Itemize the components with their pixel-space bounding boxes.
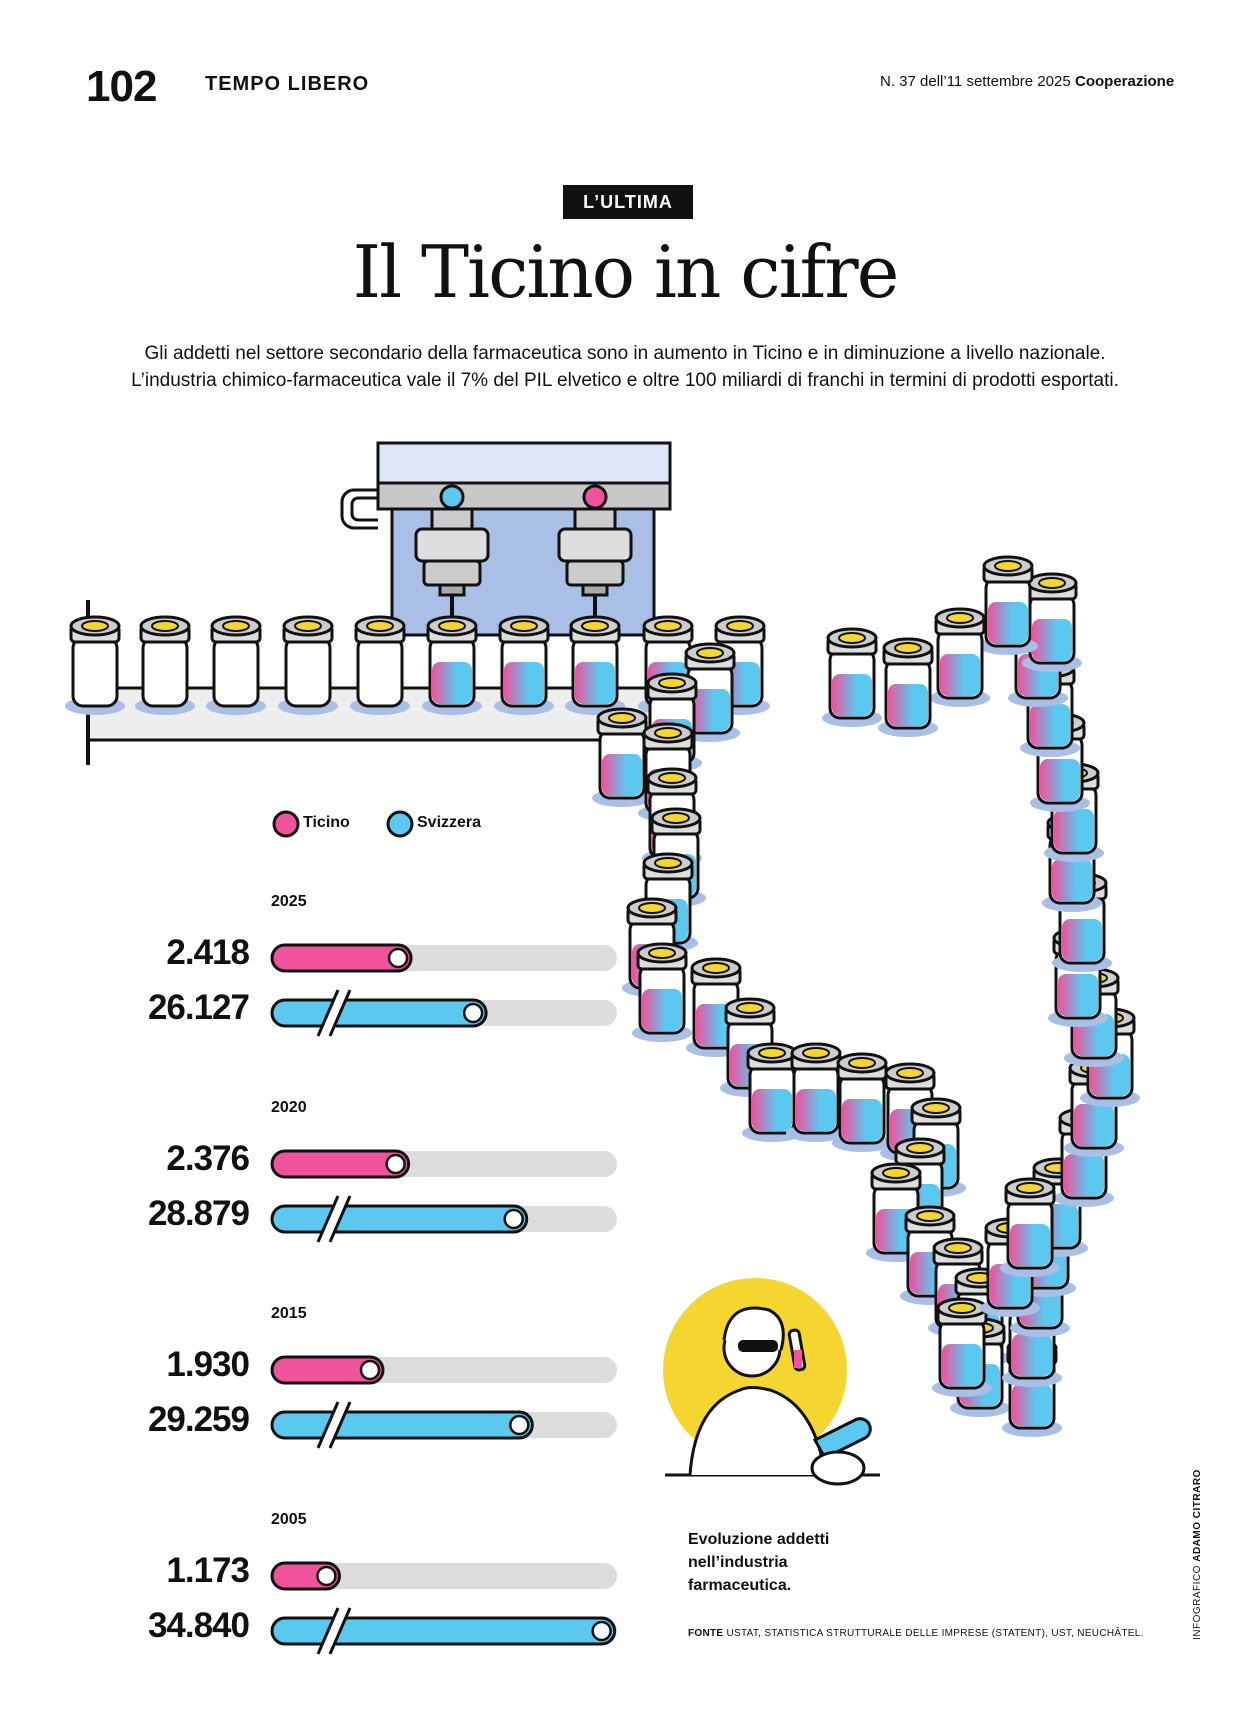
caption-line: Evoluzione addetti [688,1531,830,1548]
legend [272,810,414,838]
svizzera-value-label: 28.879 [147,1194,250,1233]
caption-line: nell’industria [688,1554,788,1571]
issue-date: N. 37 dell’11 settembre 2025 [880,73,1071,90]
credit-label: INFOGRAFICO [1192,1565,1203,1640]
axis-break [318,1402,350,1448]
credit: INFOGRAFICO ADAMO CITRARO [1192,1469,1203,1640]
ticino-bar-knob [385,1153,406,1175]
ticino-map-vials [590,555,1142,1439]
ticino-value-label: 1.930 [166,1345,250,1384]
svizzera-bar-knob [503,1208,524,1230]
svizzera-value-label: 34.840 [147,1606,250,1645]
ticino-value-label: 2.418 [166,933,250,972]
svizzera-value-label: 29.259 [147,1400,250,1439]
svizzera-bar-knob [509,1414,530,1436]
filling-machine [340,441,672,637]
axis-break-line [328,989,352,1037]
publication-name: Cooperazione [1075,73,1175,90]
axis-break [318,990,350,1036]
page-number: 102 [86,62,157,111]
bars-layer [270,943,617,1655]
page-title: Il Ticino in cifre [352,230,900,314]
legend-svizzera-swatch [386,810,414,838]
ticino-bar [270,943,413,973]
legend-ticino-label: Ticino [303,814,350,831]
scientist-illustration [663,1278,880,1486]
ticino-value-label: 1.173 [166,1551,250,1590]
axis-break-line [328,1195,352,1243]
section-title: TEMPO LIBERO [205,73,370,95]
ticino-bar [270,1355,385,1385]
svizzera-bar [270,1204,529,1234]
axis-break [318,1196,350,1242]
source-text: USTAT, STATISTICA STRUTTURALE DELLE IMPR… [726,1628,1144,1639]
ticino-bar-knob [359,1359,381,1381]
svizzera-bar [270,1410,534,1440]
intro-line-2: L’industria chimico-farmaceutica vale il… [131,370,1119,391]
svizzera-bar [270,1616,617,1646]
ticino-bar-knob [387,947,409,969]
year-label: 2015 [271,1305,307,1322]
chart-caption: Evoluzione addetti nell’industria farmac… [688,1528,888,1597]
year-label: 2025 [271,893,307,910]
kicker-badge: L’ULTIMA [563,185,693,219]
year-label: 2005 [271,1511,307,1528]
svizzera-bar-knob [591,1620,612,1642]
source-label: FONTE [688,1628,724,1639]
year-label: 2020 [271,1099,307,1116]
axis-break-line [328,1607,352,1655]
caption-line: farmaceutica. [688,1577,792,1594]
axis-break-line [316,989,340,1037]
intro-text: Gli addetti nel settore secondario della… [60,340,1190,394]
source-note: FONTE USTAT, STATISTICA STRUTTURALE DELL… [688,1628,1144,1639]
axis-break-line [316,1607,340,1655]
axis-break-line [316,1195,340,1243]
ticino-bar-knob [316,1565,337,1587]
axis-break-line [328,1401,352,1449]
ticino-value-label: 2.376 [166,1139,250,1178]
svizzera-bar [270,998,488,1028]
axis-break-line [316,1401,340,1449]
axis-break [318,1608,350,1654]
bar-track [272,1563,617,1589]
svizzera-bar-knob [462,1002,484,1024]
svizzera-value-label: 26.127 [147,988,250,1027]
legend-ticino-swatch [272,810,300,838]
credit-name: ADAMO CITRARO [1192,1469,1203,1562]
intro-line-1: Gli addetti nel settore secondario della… [144,343,1106,364]
legend-svizzera-label: Svizzera [417,814,482,831]
ticino-bar [270,1149,411,1179]
